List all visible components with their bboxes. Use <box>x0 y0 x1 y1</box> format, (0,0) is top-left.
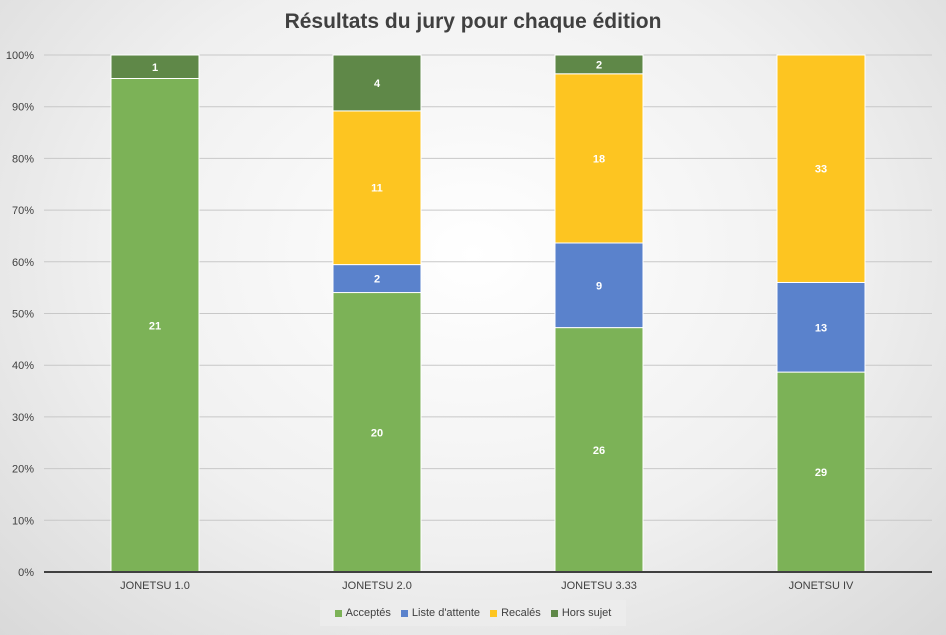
data-label: 4 <box>374 78 381 90</box>
data-label: 26 <box>593 445 605 457</box>
y-tick-label: 70% <box>12 205 34 217</box>
bar-segment <box>554 327 644 573</box>
legend-item: Liste d'attente <box>400 607 481 619</box>
bar-segment <box>776 54 866 283</box>
data-label: 2 <box>374 274 380 286</box>
data-label: 11 <box>371 183 383 195</box>
legend: Acceptés Liste d'attente Recalés Hors sujet <box>320 600 626 626</box>
chart-title: Résultats du jury pour chaque édition <box>284 10 662 33</box>
plot-area: 0%10%20%30%40%50%60%70%80%90%100%211JONE… <box>6 50 932 592</box>
data-label: 21 <box>149 320 161 332</box>
y-tick-label: 100% <box>6 50 34 62</box>
bar-segment <box>110 78 200 573</box>
y-tick-label: 30% <box>12 412 34 424</box>
data-label: 33 <box>815 164 827 176</box>
x-tick-label: JONETSU 2.0 <box>342 580 412 592</box>
legend-item: Hors sujet <box>550 607 612 619</box>
legend-label: Liste d'attente <box>411 607 481 619</box>
data-label: 9 <box>596 280 602 292</box>
data-label: 29 <box>815 467 827 479</box>
x-tick-label: JONETSU 3.33 <box>561 580 637 592</box>
bar-segment <box>776 281 866 373</box>
y-tick-label: 20% <box>12 464 34 476</box>
y-tick-label: 90% <box>12 102 34 114</box>
legend-swatch <box>400 609 408 617</box>
bar-segment <box>554 73 644 244</box>
legend-label: Acceptés <box>345 607 391 619</box>
data-label: 1 <box>152 62 158 74</box>
x-tick-label: JONETSU IV <box>789 580 854 592</box>
y-tick-label: 0% <box>18 567 34 579</box>
data-label: 18 <box>593 153 605 165</box>
legend-item: Recalés <box>490 607 541 619</box>
y-tick-label: 60% <box>12 257 34 269</box>
y-tick-label: 50% <box>12 309 34 321</box>
data-label: 20 <box>371 427 383 439</box>
y-tick-label: 40% <box>12 360 34 372</box>
bar-segment <box>332 54 422 112</box>
y-tick-label: 10% <box>12 515 34 527</box>
legend-swatch <box>334 609 342 617</box>
bar-segment <box>554 54 644 75</box>
legend-swatch <box>550 609 558 617</box>
legend-label: Hors sujet <box>561 607 612 619</box>
data-label: 13 <box>815 322 827 334</box>
bar-segment <box>110 54 200 79</box>
data-label: 2 <box>596 59 602 71</box>
legend-label: Recalés <box>501 607 541 619</box>
x-tick-label: JONETSU 1.0 <box>120 580 190 592</box>
bar-segment <box>332 264 422 294</box>
legend-swatch <box>490 609 498 617</box>
legend-item: Acceptés <box>334 607 391 619</box>
bar-segment <box>554 242 644 329</box>
y-tick-label: 80% <box>12 153 34 165</box>
bar-segment <box>332 110 422 266</box>
